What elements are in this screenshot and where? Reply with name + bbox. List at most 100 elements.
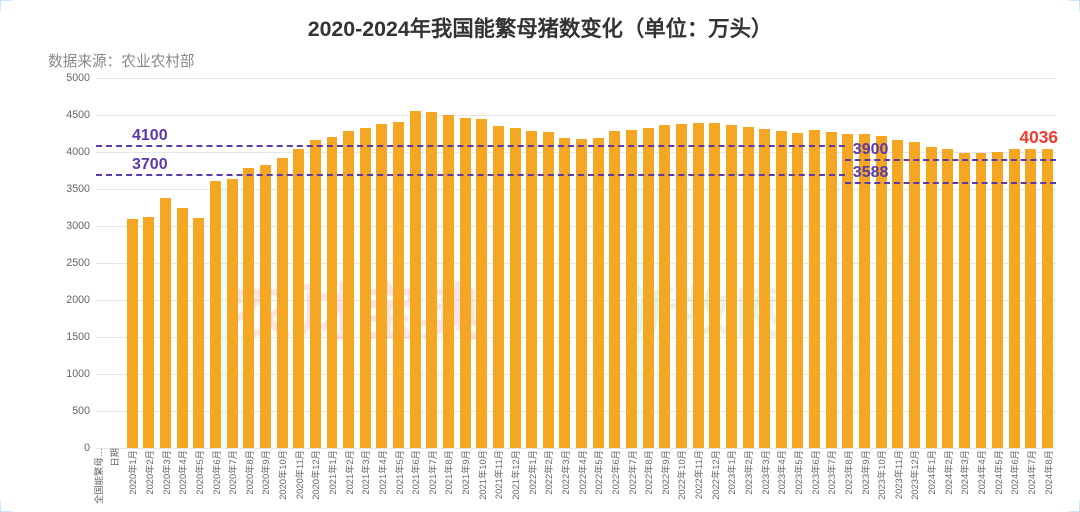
bar	[792, 133, 803, 448]
bar-slot	[1039, 78, 1056, 448]
bar	[926, 147, 937, 448]
bar-slot	[989, 78, 1006, 448]
x-tick-label: 2022年2月	[541, 450, 555, 495]
bar-slot	[873, 78, 890, 448]
bar-slot	[307, 78, 324, 448]
x-tick-label: 2023年3月	[758, 450, 772, 495]
bar-slot	[507, 78, 524, 448]
x-tick-label: 2022年4月	[575, 450, 589, 495]
bar	[726, 125, 737, 448]
bar-slot	[840, 78, 857, 448]
bar-slot	[191, 78, 208, 448]
y-tick-label: 500	[72, 405, 90, 417]
bar	[809, 130, 820, 448]
bar-slot	[1023, 78, 1040, 448]
x-tick-label: 2021年5月	[392, 450, 406, 495]
bar	[360, 128, 371, 448]
x-tick-label: 2021年4月	[375, 450, 389, 495]
x-tick-label: 2023年8月	[841, 450, 855, 495]
bar	[393, 122, 404, 448]
bar-slot	[457, 78, 474, 448]
bar-slot	[657, 78, 674, 448]
x-tick-label: 2022年9月	[658, 450, 672, 495]
x-tick-label: 2024年4月	[974, 450, 988, 495]
bar	[127, 219, 138, 448]
y-tick-label: 1000	[66, 368, 90, 380]
bar-slot	[407, 78, 424, 448]
x-labels-group: 2020年1月2020年2月2020年3月2020年4月2020年5月2020年…	[96, 448, 1056, 508]
bar-slot	[573, 78, 590, 448]
y-tick-label: 2000	[66, 294, 90, 306]
bar	[460, 118, 471, 448]
bar	[842, 134, 853, 448]
bar	[1025, 149, 1036, 448]
bar-slot	[906, 78, 923, 448]
bar	[776, 131, 787, 448]
x-tick-label: 2020年3月	[159, 450, 173, 495]
bar	[576, 139, 587, 448]
bar	[410, 111, 421, 448]
chart-title: 2020-2024年我国能繁母猪数变化（单位：万头）	[0, 12, 1080, 43]
bar	[892, 140, 903, 448]
x-tick-label: 2020年12月	[308, 450, 322, 500]
bar	[643, 128, 654, 448]
bar	[277, 158, 288, 448]
bar	[143, 217, 154, 448]
x-tick-label: 2021年8月	[441, 450, 455, 495]
bar	[343, 131, 354, 448]
bar	[826, 132, 837, 448]
bar-slot	[290, 78, 307, 448]
x-tick-label: 2024年3月	[957, 450, 971, 495]
y-tick-label: 1500	[66, 331, 90, 343]
y-tick-label: 0	[84, 442, 90, 454]
selection-corner-bl	[0, 501, 11, 512]
bar-slot	[956, 78, 973, 448]
bar	[959, 153, 970, 448]
x-tick-label: 2022年12月	[708, 450, 722, 500]
bar-slot	[889, 78, 906, 448]
x-tick-label: 2021年9月	[458, 450, 472, 495]
x-tick-label: 2021年12月	[508, 450, 522, 500]
bar	[426, 112, 437, 448]
bar	[510, 128, 521, 448]
bar-slot	[207, 78, 224, 448]
bar-slot	[856, 78, 873, 448]
x-tick-label: 2023年2月	[741, 450, 755, 495]
bar	[476, 119, 487, 448]
bar-slot	[440, 78, 457, 448]
bar	[526, 131, 537, 448]
bar	[543, 132, 554, 448]
bar-slot	[540, 78, 557, 448]
bar	[992, 152, 1003, 448]
x-tick-label: 2024年2月	[941, 450, 955, 495]
x-tick-label: 2023年7月	[824, 450, 838, 495]
bar-slot	[257, 78, 274, 448]
x-tick-label: 2020年1月	[125, 450, 139, 495]
bar-slot	[690, 78, 707, 448]
bar-slot	[1006, 78, 1023, 448]
bar	[909, 142, 920, 448]
bar-slot	[623, 78, 640, 448]
bar-slot	[923, 78, 940, 448]
bar	[693, 123, 704, 448]
x-tick-label: 2024年5月	[991, 450, 1005, 495]
bar-slot	[973, 78, 990, 448]
bar-slot	[740, 78, 757, 448]
x-tick-label: 2024年8月	[1041, 450, 1055, 495]
x-tick-label: 2022年6月	[608, 450, 622, 495]
bar	[676, 124, 687, 448]
x-tick-label: 2022年1月	[525, 450, 539, 495]
bar	[493, 126, 504, 448]
x-tick-label: 2023年10月	[874, 450, 888, 500]
selection-corner-tr	[1069, 0, 1080, 11]
x-axis-extra-label: 日期	[107, 448, 121, 467]
bar-slot	[424, 78, 441, 448]
x-tick-label: 2020年10月	[275, 450, 289, 500]
y-tick-label: 3500	[66, 183, 90, 195]
bar	[626, 130, 637, 448]
bar-slot	[806, 78, 823, 448]
x-tick-label: 2020年5月	[192, 450, 206, 495]
x-tick-label: 2021年3月	[358, 450, 372, 495]
bar-slot	[274, 78, 291, 448]
x-tick-label: 2023年11月	[891, 450, 905, 499]
